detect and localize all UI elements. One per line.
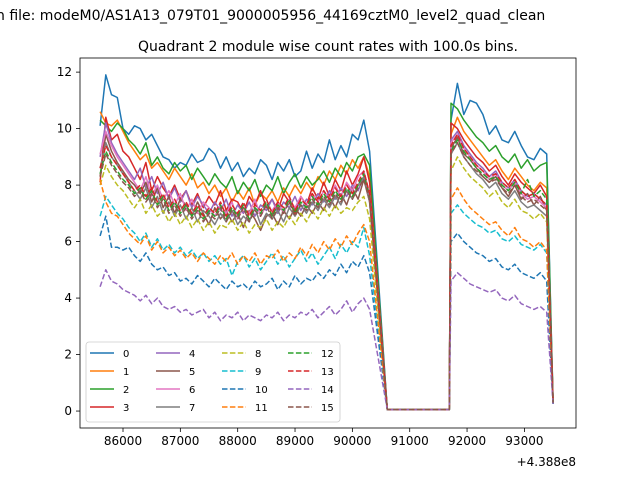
series-line-12 [99, 139, 554, 411]
series-line-7 [99, 141, 554, 411]
chart-title: Quadrant 2 module wise count rates with … [138, 39, 518, 55]
series-line-2 [99, 102, 554, 411]
axes-frame [79, 57, 577, 429]
series-line-3 [99, 116, 554, 411]
x-tick-label: 93000 [505, 434, 543, 448]
series-line-13 [99, 133, 554, 411]
legend-label-15: 15 [321, 403, 334, 414]
series-line-9 [99, 195, 554, 411]
series-layer [99, 74, 554, 411]
series-line-14 [99, 269, 554, 411]
series-line-15 [99, 141, 554, 411]
legend-label-11: 11 [255, 403, 268, 414]
y-tick-label: 4 [64, 291, 72, 305]
legend-label-4: 4 [189, 349, 195, 360]
y-axis: 0 2 4 6 8 10 12 [57, 65, 80, 418]
legend-label-8: 8 [255, 349, 261, 360]
legend-label-13: 13 [321, 367, 334, 378]
x-tick-label: 92000 [448, 434, 486, 448]
x-tick-label: 90000 [333, 434, 371, 448]
x-tick-label: 88000 [219, 434, 257, 448]
legend-label-1: 1 [123, 367, 129, 378]
series-line-8 [99, 156, 554, 411]
legend-frame [85, 341, 341, 423]
y-tick-label: 10 [57, 122, 72, 136]
legend-label-5: 5 [189, 367, 195, 378]
x-tick-label: 87000 [161, 434, 199, 448]
y-tick-label: 2 [64, 348, 72, 362]
y-tick-label: 8 [64, 178, 72, 192]
series-line-11 [99, 179, 554, 411]
y-tick-label: 6 [64, 235, 72, 249]
x-tick-label: 91000 [391, 434, 429, 448]
legend-label-2: 2 [123, 385, 129, 396]
x-axis-offset-label: +4.388e8 [517, 455, 576, 469]
legend-label-3: 3 [123, 403, 129, 414]
legend-label-0: 0 [123, 349, 129, 360]
figure-suptitle: n file: modeM0/AS1A13_079T01_9000005956_… [0, 8, 545, 24]
y-tick-label: 0 [64, 404, 72, 418]
series-line-10 [99, 215, 554, 411]
x-axis: 86000 87000 88000 89000 90000 91000 92000 93000 [104, 428, 543, 448]
y-tick-label: 12 [57, 65, 72, 79]
x-tick-label: 89000 [276, 434, 314, 448]
legend-label-9: 9 [255, 367, 261, 378]
legend-label-7: 7 [189, 403, 195, 414]
legend-label-6: 6 [189, 385, 195, 396]
series-line-0 [99, 74, 554, 411]
legend-label-12: 12 [321, 349, 334, 360]
legend-label-10: 10 [255, 385, 268, 396]
x-tick-label: 86000 [104, 434, 142, 448]
legend-label-14: 14 [321, 385, 334, 396]
